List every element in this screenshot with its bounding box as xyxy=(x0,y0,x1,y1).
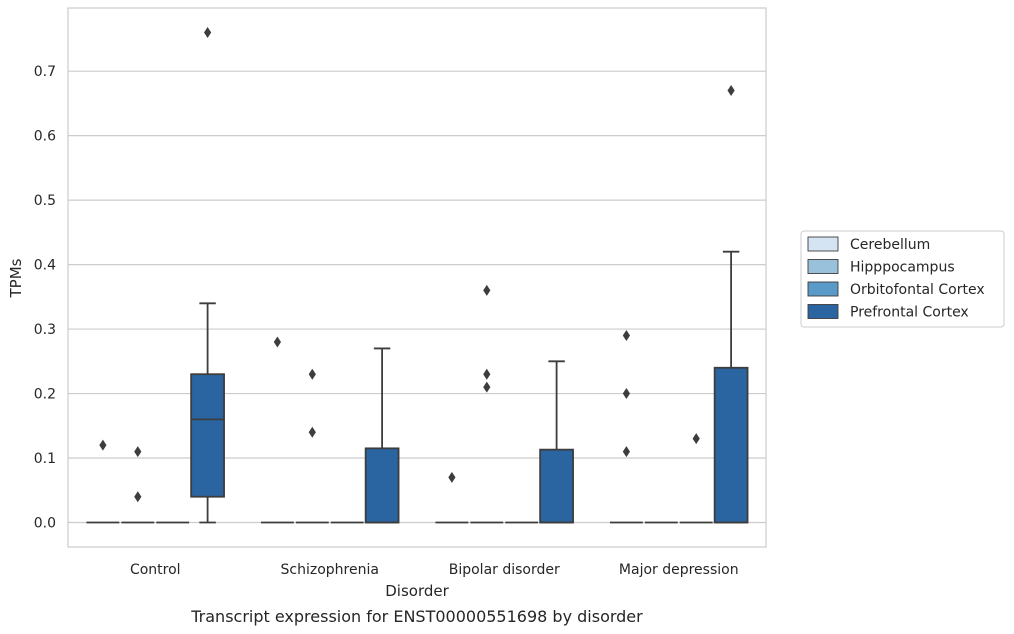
outlier-point xyxy=(727,85,735,97)
box xyxy=(190,373,225,498)
y-axis-ticks: 0.0 0.1 0.2 0.3 0.4 0.5 0.6 0.7 xyxy=(34,64,56,531)
y-axis-label: TPMs xyxy=(7,258,25,298)
legend-swatch xyxy=(807,281,839,297)
legend: Cerebellum Hipppocampus Orbitofontal Corte… xyxy=(800,230,1005,328)
box-group xyxy=(713,85,749,524)
y-tick-label: 0.6 xyxy=(34,129,56,145)
x-tick-label: Major depression xyxy=(619,562,739,578)
y-tick-label: 0.2 xyxy=(34,387,56,403)
legend-label: Orbitofontal Cortex xyxy=(850,282,985,298)
y-tick-label: 0.4 xyxy=(34,258,56,274)
box-group xyxy=(679,433,713,524)
box-group xyxy=(435,471,469,524)
box xyxy=(539,448,574,524)
box xyxy=(364,447,400,524)
x-tick-label: Bipolar disorder xyxy=(449,562,560,578)
box xyxy=(713,366,749,524)
outlier-point xyxy=(483,284,491,296)
box-group xyxy=(539,360,574,524)
outlier-point xyxy=(622,446,630,458)
y-tick-label: 0.0 xyxy=(34,516,56,532)
box-group xyxy=(86,439,120,524)
x-tick-label: Control xyxy=(130,562,181,578)
outlier-point xyxy=(99,439,107,451)
x-axis-ticks: Control Schizophrenia Bipolar disorder Majo… xyxy=(130,562,739,578)
legend-swatch xyxy=(807,259,839,274)
y-tick-label: 0.3 xyxy=(34,322,56,338)
outlier-point xyxy=(273,336,281,348)
outlier-point xyxy=(692,433,700,445)
x-tick-label: Schizophrenia xyxy=(281,562,379,578)
box-group xyxy=(190,27,225,524)
outlier-point xyxy=(483,368,491,380)
legend-box xyxy=(800,230,1005,328)
outlier-point xyxy=(134,491,142,503)
boxes xyxy=(86,27,749,524)
box-group xyxy=(121,446,155,524)
x-axis-label: Disorder xyxy=(385,582,449,600)
legend-swatch xyxy=(807,236,839,252)
outlier-point xyxy=(483,381,491,393)
outlier-point xyxy=(448,471,456,483)
plot-frame xyxy=(67,7,767,548)
outlier-point xyxy=(308,368,316,380)
outlier-point xyxy=(622,388,630,400)
legend-label: Cerebellum xyxy=(850,237,930,253)
outlier-point xyxy=(134,446,142,458)
legend-label: Prefrontal Cortex xyxy=(850,305,969,321)
y-tick-label: 0.5 xyxy=(34,193,56,209)
outlier-point xyxy=(308,426,316,438)
legend-label: Hipppocampus xyxy=(850,260,955,276)
outlier-point xyxy=(204,27,212,38)
box-group xyxy=(295,368,329,524)
box-group xyxy=(260,336,294,524)
box-group xyxy=(609,330,643,524)
y-tick-label: 0.1 xyxy=(34,451,56,467)
box-group xyxy=(364,347,400,524)
box-group xyxy=(470,284,504,524)
outlier-point xyxy=(622,330,630,342)
y-tick-label: 0.7 xyxy=(34,64,56,80)
chart-caption: Transcript expression for ENST0000055169… xyxy=(190,607,643,626)
legend-swatch xyxy=(807,304,839,319)
